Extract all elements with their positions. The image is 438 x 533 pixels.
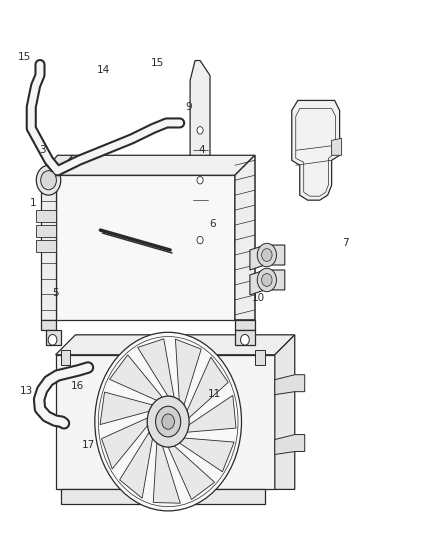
Polygon shape [41,155,72,175]
Circle shape [41,171,57,190]
Polygon shape [35,210,56,222]
Circle shape [197,236,203,244]
Circle shape [257,268,276,292]
Text: 6: 6 [209,219,216,229]
Polygon shape [100,392,152,425]
Polygon shape [250,245,285,270]
Polygon shape [110,355,162,400]
Polygon shape [41,175,56,320]
Polygon shape [56,155,255,175]
Text: 11: 11 [208,389,221,399]
Polygon shape [60,489,265,504]
Polygon shape [255,350,265,365]
Polygon shape [235,330,255,345]
Polygon shape [235,155,255,320]
Text: 4: 4 [198,144,205,155]
Text: 10: 10 [252,293,265,303]
Text: 15: 15 [18,52,32,61]
Polygon shape [332,139,342,155]
Polygon shape [168,446,215,499]
Circle shape [261,249,272,261]
Polygon shape [235,320,255,330]
Polygon shape [46,330,60,345]
Polygon shape [292,100,339,200]
Text: 7: 7 [343,238,349,247]
Polygon shape [56,175,235,320]
Polygon shape [190,61,210,310]
Polygon shape [138,339,174,397]
Polygon shape [275,335,295,489]
Polygon shape [56,355,275,489]
Polygon shape [275,375,305,394]
Polygon shape [35,240,56,252]
Circle shape [257,244,276,266]
Text: 9: 9 [185,102,192,112]
Polygon shape [120,432,152,498]
Polygon shape [102,418,148,469]
Text: 14: 14 [97,65,110,75]
Circle shape [240,335,249,345]
Polygon shape [296,108,336,196]
Circle shape [197,176,203,184]
Text: 13: 13 [20,386,34,397]
Polygon shape [153,443,180,503]
Polygon shape [60,350,71,365]
Circle shape [147,396,189,447]
Circle shape [95,332,241,511]
Text: 3: 3 [39,144,46,155]
Polygon shape [187,357,228,418]
Circle shape [48,335,57,345]
Polygon shape [187,395,236,432]
Polygon shape [275,434,305,455]
Circle shape [197,127,203,134]
Circle shape [162,414,174,429]
Text: 1: 1 [30,198,37,208]
Text: 15: 15 [151,58,165,68]
Polygon shape [35,225,56,237]
Polygon shape [250,270,285,295]
Polygon shape [41,320,56,330]
Text: 17: 17 [81,440,95,450]
Circle shape [155,406,181,437]
Polygon shape [180,438,234,472]
Circle shape [36,165,61,195]
Circle shape [261,273,272,286]
Text: 5: 5 [52,288,59,298]
Polygon shape [235,155,255,320]
Polygon shape [56,335,295,355]
Polygon shape [176,339,201,405]
Text: 16: 16 [71,381,84,391]
